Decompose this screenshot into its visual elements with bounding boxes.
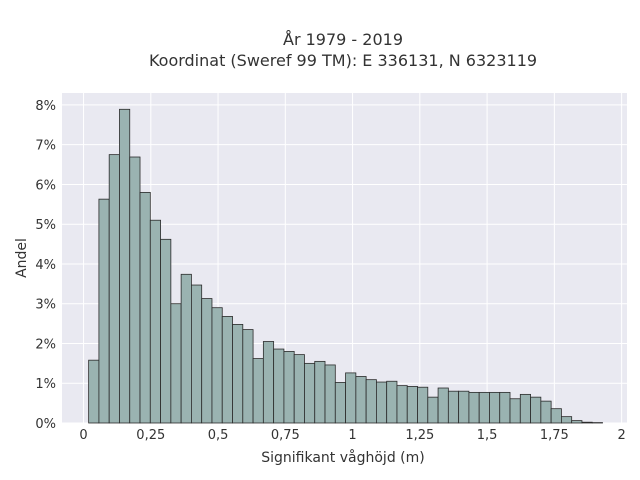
histogram-bar [304, 362, 316, 424]
histogram-bar [571, 420, 583, 424]
histogram-bar [211, 307, 223, 424]
y-tick-labels: 0% 1% 2% 3% 4% 5% 6% 7% 8% [35, 99, 56, 432]
histogram-bar [447, 390, 460, 424]
histogram-bar [201, 298, 213, 424]
histogram-bar [437, 387, 449, 424]
histogram-bar [468, 391, 480, 424]
histogram-bar [376, 381, 388, 424]
histogram-bar [119, 108, 131, 424]
x-tick-label: 1,25 [405, 428, 434, 443]
histogram-bar [129, 156, 141, 424]
y-tick-label: 0% [35, 417, 56, 432]
histogram-bar [160, 238, 172, 424]
histogram-bar [273, 348, 285, 424]
y-tick-label: 4% [35, 258, 56, 273]
histogram-bar [98, 198, 110, 424]
chart-title-line2: Koordinat (Sweref 99 TM): E 336131, N 63… [149, 51, 537, 70]
x-tick-label: 1,5 [477, 428, 498, 443]
x-tick-label: 1 [348, 428, 356, 443]
histogram-bar [489, 391, 501, 424]
histogram-bar [417, 386, 429, 424]
histogram-bar [283, 351, 295, 424]
histogram-bar [139, 191, 151, 424]
x-tick-label: 2 [617, 428, 625, 443]
histogram-bar [478, 391, 490, 424]
chart-title-line1: År 1979 - 2019 [283, 30, 403, 49]
histogram-bar [170, 303, 182, 424]
histogram-bar [509, 398, 521, 424]
histogram-bar [191, 284, 203, 424]
x-tick-label: 1,75 [540, 428, 569, 443]
y-tick-label: 3% [35, 298, 56, 313]
histogram-bar [427, 396, 439, 424]
histogram-bar [406, 386, 418, 424]
histogram-bar [180, 273, 192, 424]
x-axis-label: Signifikant våghöjd (m) [261, 449, 424, 466]
histogram-bar [232, 323, 244, 424]
histogram-bar [314, 360, 326, 424]
y-axis-label: Andel [14, 238, 30, 278]
histogram-bar [108, 154, 120, 424]
histogram-bar [581, 421, 593, 424]
y-tick-label: 5% [35, 218, 56, 233]
histogram-bar [386, 380, 398, 424]
histogram-bar [519, 393, 531, 424]
x-tick-label: 0,25 [136, 428, 165, 443]
histogram-bar [293, 354, 305, 424]
histogram-bar [252, 358, 264, 424]
y-tick-label: 1% [35, 377, 56, 392]
histogram-bar [149, 219, 161, 424]
y-tick-label: 2% [35, 337, 56, 352]
histogram-bar [324, 364, 336, 424]
histogram-bar [550, 408, 562, 424]
histogram-bar [334, 382, 346, 424]
histogram-bar [365, 379, 377, 424]
histogram-bar [396, 385, 408, 424]
y-tick-label: 8% [35, 99, 56, 114]
y-tick-label: 7% [35, 139, 56, 154]
histogram-bar [540, 400, 552, 424]
histogram-bar [458, 390, 470, 424]
histogram-bar [345, 372, 357, 424]
histogram-bar [530, 396, 542, 424]
x-tick-label: 0,5 [208, 428, 229, 443]
y-tick-label: 6% [35, 178, 56, 193]
x-tick-labels: 0 0,25 0,5 0,75 1 1,25 1,5 1,75 2 [79, 428, 625, 443]
bars [88, 108, 603, 424]
x-tick-label: 0,75 [271, 428, 300, 443]
histogram-bar [262, 341, 275, 424]
histogram-bar [355, 376, 367, 424]
histogram-bar [499, 391, 511, 424]
histogram-bar [221, 316, 233, 424]
histogram-bar [88, 359, 100, 424]
histogram-bar [561, 416, 573, 424]
histogram-bar [242, 329, 254, 424]
x-tick-label: 0 [79, 428, 87, 443]
